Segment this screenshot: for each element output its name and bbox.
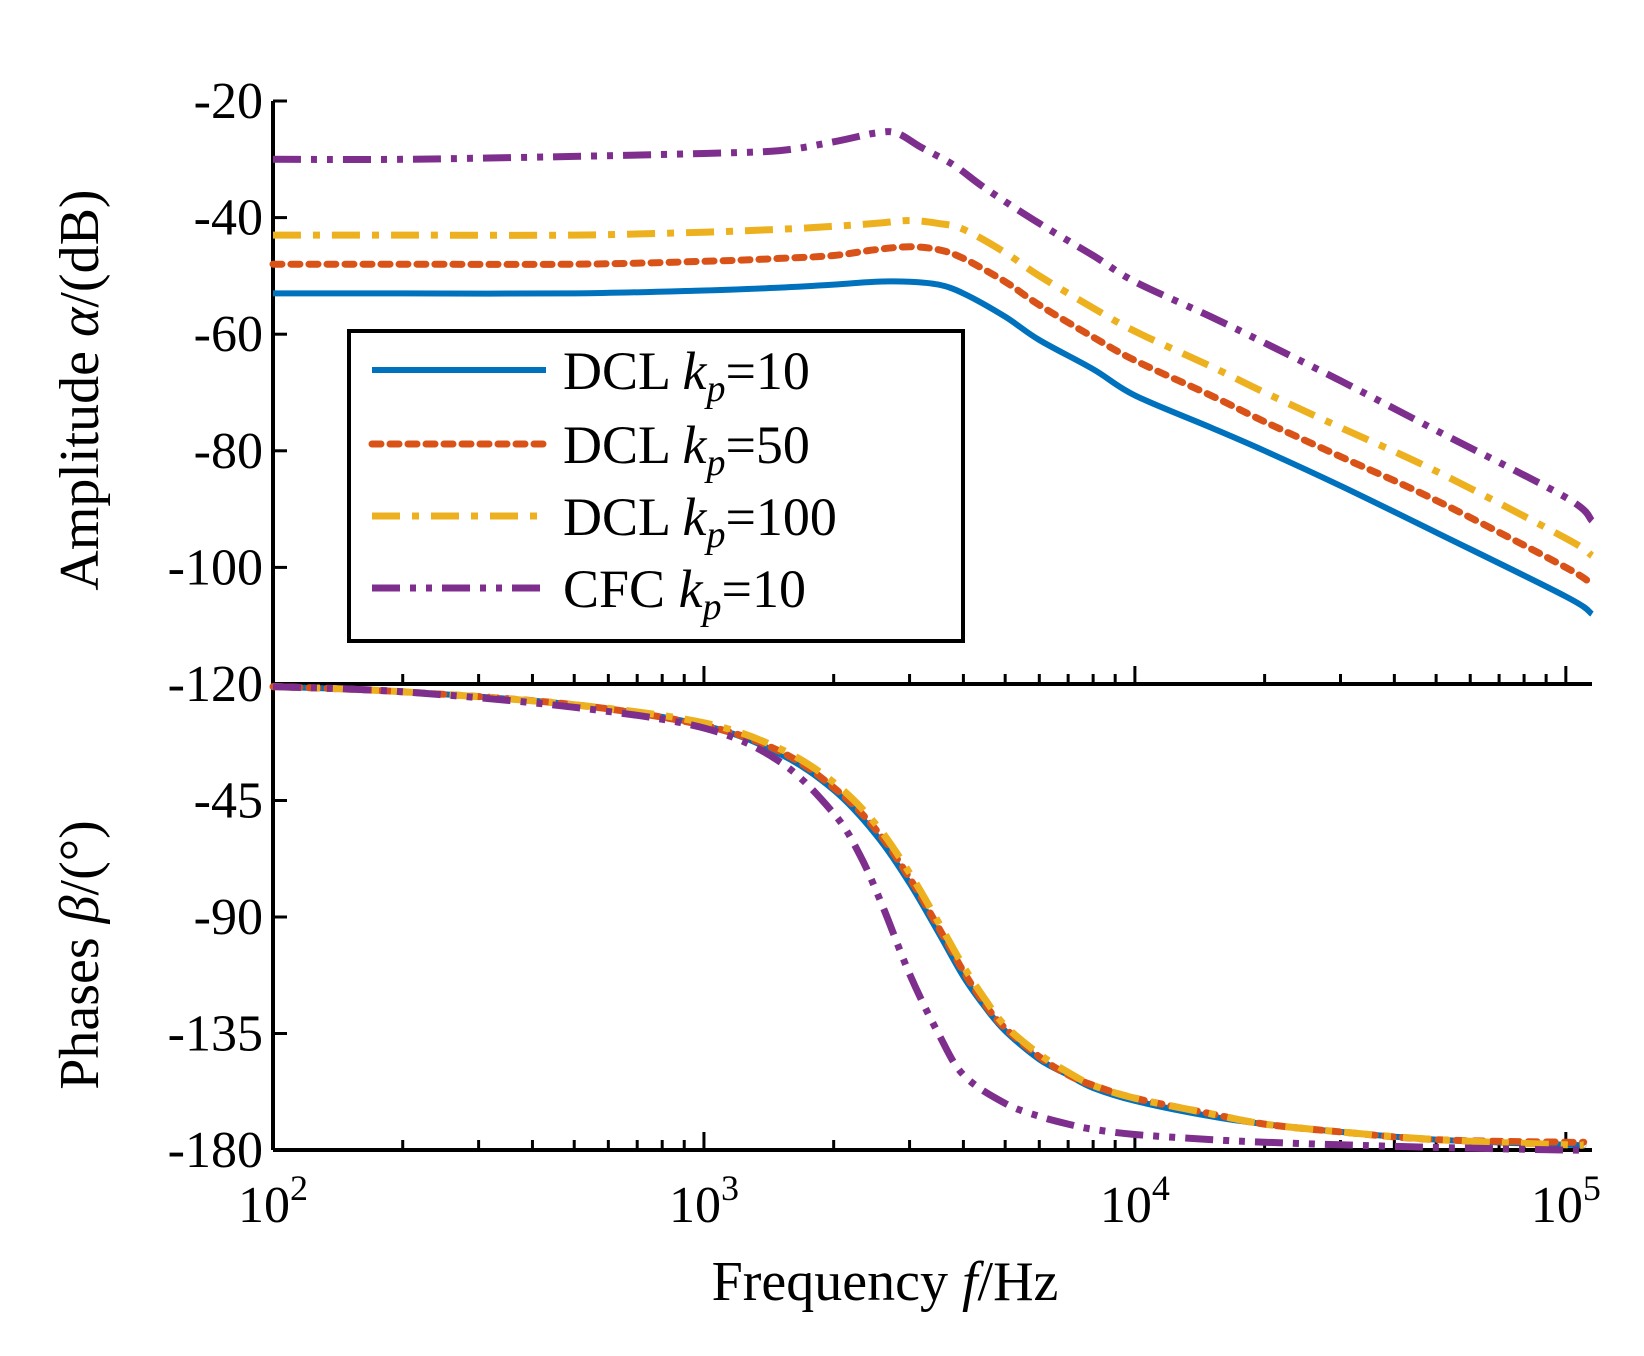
phase-y-tick-label: -135 — [168, 1006, 263, 1063]
phase-panel: -45 -90 -135 -180 — [168, 683, 1592, 1179]
phase-series-line-2 — [269, 683, 1588, 1146]
amplitude-y-tick-label: -120 — [168, 656, 263, 713]
amplitude-series-line-1 — [273, 278, 1594, 617]
frequency-tick-label: 105 — [1531, 1168, 1601, 1234]
amplitude-series-line-2 — [269, 243, 1596, 589]
amplitude-axis-title: Amplitude α/(dB) — [49, 189, 111, 590]
phase-y-tick-label: -45 — [194, 773, 263, 830]
phase-series-line-3 — [272, 683, 1587, 1149]
frequency-tick-label: 104 — [1100, 1168, 1170, 1234]
amplitude-series-line-3 — [273, 217, 1595, 559]
frequency-tick-labels: 102 103 104 105 — [238, 1168, 1601, 1234]
amplitude-y-tick-label: -40 — [194, 190, 263, 247]
phase-y-tick-label: -180 — [168, 1122, 263, 1179]
legend-label-4: CFC kp=10 — [563, 559, 806, 628]
amplitude-y-tick-label: -60 — [194, 306, 263, 363]
phase-y-tick-label: -90 — [194, 889, 263, 946]
amplitude-series-line-4 — [272, 128, 1595, 524]
amplitude-y-tick-label: -20 — [194, 73, 263, 130]
amplitude-y-tick-label: -80 — [194, 423, 263, 480]
frequency-tick-label: 103 — [669, 1168, 739, 1234]
legend-label-3: DCL kp=100 — [563, 487, 837, 556]
frequency-tick-label: 102 — [238, 1168, 308, 1234]
frequency-axis-title: Frequency f/Hz — [712, 1251, 1059, 1313]
legend-label-2: DCL kp=50 — [563, 415, 810, 484]
legend-label-1: DCL kp=10 — [563, 341, 810, 410]
amplitude-y-tick-label: -100 — [168, 539, 263, 596]
amplitude-panel: -20 -40 -60 -80 -100 -120 — [168, 73, 1596, 713]
phase-axis-title: Phases β/(°) — [49, 820, 111, 1090]
